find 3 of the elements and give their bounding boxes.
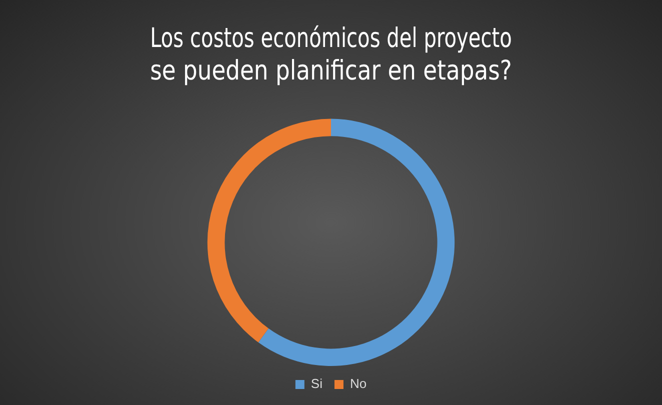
legend-label: No — [350, 376, 367, 392]
chart-title: Los costos económicos del proyecto se pueden planificar en etapas? — [150, 22, 512, 86]
legend-label: Si — [310, 376, 323, 392]
